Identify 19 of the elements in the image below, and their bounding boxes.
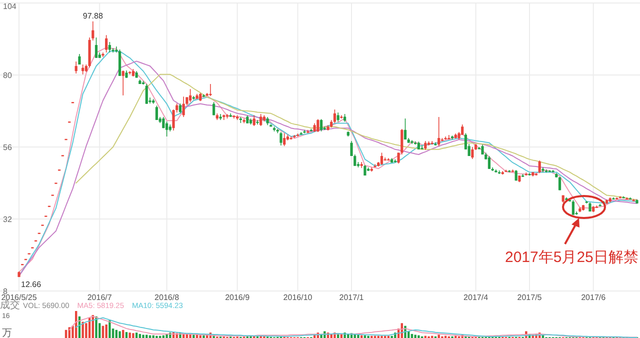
x-tick-label: 2016/5/25	[1, 293, 38, 302]
x-tick-label: 2017/6	[581, 293, 606, 302]
x-tick-label: 2016/9	[225, 293, 250, 302]
annotation: 97.88	[82, 11, 104, 20]
x-tick-label: 2017/5	[517, 293, 542, 302]
x-tick-label: 2017/1	[339, 293, 364, 302]
x-tick-label: 2016/7	[87, 293, 112, 302]
y-tick-label: 32	[3, 215, 12, 224]
y-tick-label: 56	[3, 143, 12, 152]
y-tick-label: 104	[3, 2, 17, 11]
annotation: 2017年5月25日解禁	[505, 249, 638, 266]
y-tick-label: 80	[3, 71, 12, 80]
x-tick-label: 2016/8	[154, 293, 180, 302]
text: 万	[2, 328, 12, 338]
y-tick-label: 8	[3, 287, 8, 296]
text: 成交	[0, 299, 20, 311]
x-tick-label: 2017/4	[464, 293, 489, 302]
x-tick-label: 2016/10	[283, 293, 313, 302]
annotation: 12.66	[21, 280, 42, 290]
